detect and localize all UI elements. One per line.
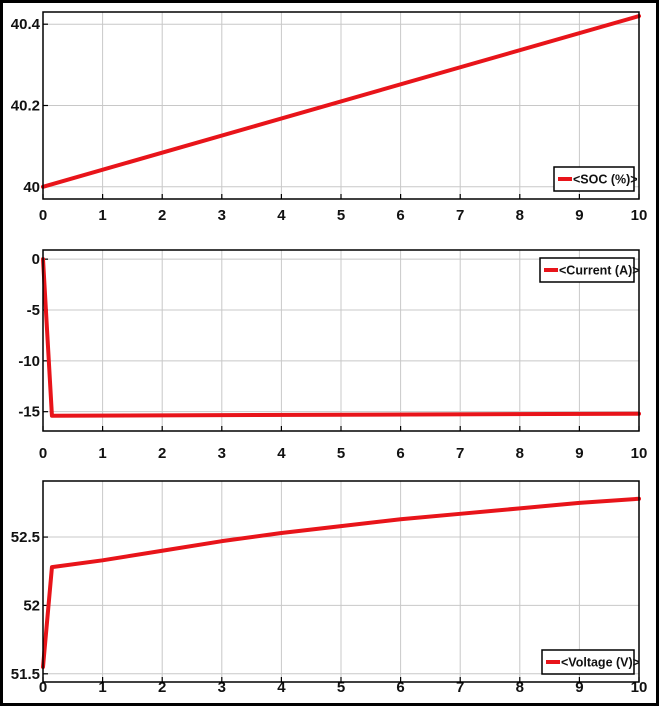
x-tick-label: 1 <box>98 445 106 462</box>
y-tick-label: -15 <box>18 404 40 421</box>
x-tick-label: 1 <box>98 207 106 224</box>
x-tick-label: 4 <box>277 679 286 696</box>
x-tick-label: 2 <box>158 207 166 224</box>
x-tick-label: 1 <box>98 679 106 696</box>
chart-panel-1: 0 1 2 3 4 5 6 7 8 9 10 40 40.2 40.4 <SOC (%)> <box>11 11 648 224</box>
x-tick-label: 3 <box>218 445 226 462</box>
x-tick-label: 0 <box>39 207 47 224</box>
x-tick-label: 9 <box>575 679 583 696</box>
y-tick-label: 52.5 <box>11 529 40 546</box>
x-tick-label: 8 <box>516 207 524 224</box>
series-line <box>41 257 641 418</box>
x-tick-label: 4 <box>277 445 286 462</box>
y-tick-label: 40.4 <box>11 16 41 33</box>
x-tick-label: 7 <box>456 207 464 224</box>
x-tick-label: 10 <box>631 207 648 224</box>
legend: <Voltage (V)> <box>541 649 640 675</box>
legend: <Current (A)> <box>539 257 640 283</box>
x-tick-label: 0 <box>39 445 47 462</box>
y-tick-label: 40 <box>23 179 40 196</box>
y-tick-label: 52 <box>23 597 40 614</box>
x-tick-label: 5 <box>337 679 345 696</box>
x-tick-label: 8 <box>516 445 524 462</box>
axes-box <box>42 480 640 683</box>
x-tick-label: 3 <box>218 679 226 696</box>
chart-panel-2: 0 1 2 3 4 5 6 7 8 9 10 0 -5 -10 -15 <Current (A)> <box>18 249 648 462</box>
y-tick-label: 40.2 <box>11 98 40 115</box>
x-tick-label: 5 <box>337 207 345 224</box>
x-tick-label: 6 <box>396 679 404 696</box>
x-tick-label: 5 <box>337 445 345 462</box>
axes-box <box>42 249 640 432</box>
x-tick-label: 0 <box>39 679 47 696</box>
x-tick-label: 3 <box>218 207 226 224</box>
series-line <box>41 14 641 189</box>
x-tick-label: 8 <box>516 679 524 696</box>
axes-box <box>42 11 640 200</box>
y-tick-label: 0 <box>32 251 40 268</box>
y-tick-label: -10 <box>18 353 40 370</box>
legend-label: <SOC (%)> <box>573 173 638 187</box>
x-tick-label: 2 <box>158 679 166 696</box>
x-tick-label: 4 <box>277 207 286 224</box>
x-tick-label: 9 <box>575 445 583 462</box>
x-tick-label: 10 <box>631 679 648 696</box>
x-tick-label: 10 <box>631 445 648 462</box>
x-tick-label: 9 <box>575 207 583 224</box>
x-tick-label: 7 <box>456 679 464 696</box>
chart-panel-3: 0 1 2 3 4 5 6 7 8 9 10 51.5 52 52.5 <Voltage (V)> <box>11 480 648 696</box>
x-tick-label: 7 <box>456 445 464 462</box>
legend-label: <Voltage (V)> <box>561 656 640 670</box>
x-tick-label: 6 <box>396 207 404 224</box>
y-tick-label: 51.5 <box>11 666 40 683</box>
series-line <box>41 496 641 669</box>
y-tick-label: -5 <box>27 302 40 319</box>
x-tick-label: 2 <box>158 445 166 462</box>
x-tick-label: 6 <box>396 445 404 462</box>
legend-label: <Current (A)> <box>559 264 640 278</box>
legend: <SOC (%)> <box>553 166 638 192</box>
